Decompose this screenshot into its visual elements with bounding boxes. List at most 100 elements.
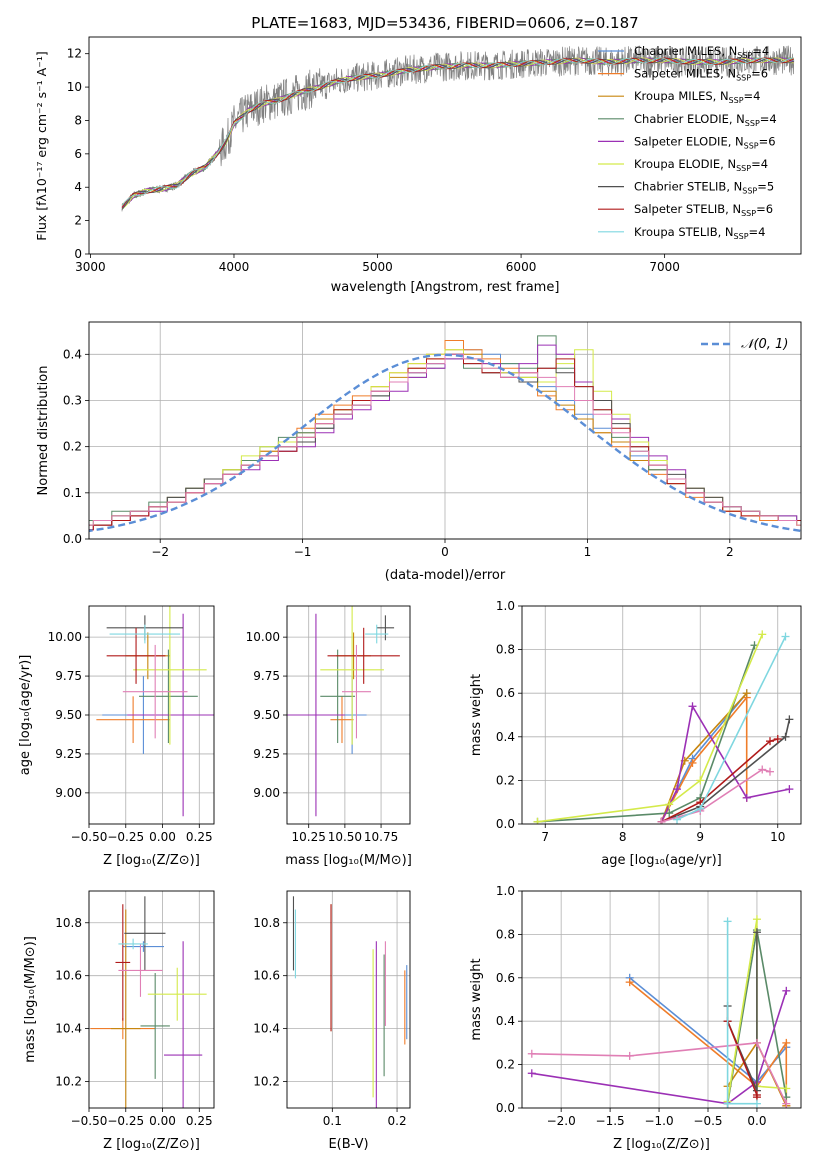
y-tick-label: 9.25 bbox=[55, 747, 82, 761]
x-axis-label: Z [log₁₀(Z/Z⊙)] bbox=[613, 1137, 710, 1152]
error-bar-point bbox=[287, 613, 345, 817]
y-tick-label: 10.8 bbox=[253, 916, 280, 930]
x-tick-label: 7000 bbox=[649, 260, 680, 274]
histogram-series bbox=[89, 353, 801, 526]
x-tick-label: 0.25 bbox=[186, 830, 213, 844]
weight-marker bbox=[758, 765, 767, 774]
y-tick-label: 2 bbox=[74, 214, 82, 228]
y-tick-label: 6 bbox=[74, 147, 82, 161]
x-tick-label: −0.50 bbox=[71, 1114, 108, 1128]
axes-border bbox=[521, 605, 802, 825]
weight-marker bbox=[773, 734, 782, 743]
error-bar-point bbox=[147, 967, 207, 1021]
x-axis-label: Z [log₁₀(Z/Z⊙)] bbox=[103, 1137, 200, 1152]
x-tick-label: 2 bbox=[726, 545, 734, 559]
plot-area bbox=[96, 606, 214, 817]
x-tick-label: 0.2 bbox=[388, 1114, 407, 1128]
error-bar-point bbox=[341, 644, 371, 739]
error-bar-point bbox=[140, 973, 170, 1079]
y-tick-label: 10.4 bbox=[253, 1022, 280, 1036]
error-bar-point bbox=[122, 644, 188, 739]
x-tick-label: 6000 bbox=[506, 260, 537, 274]
weight-series bbox=[629, 981, 788, 1106]
plot-area bbox=[292, 896, 408, 1108]
x-axis-label: Z [log₁₀(Z/Z⊙)] bbox=[103, 853, 200, 868]
y-tick-label: 9.75 bbox=[55, 669, 82, 683]
x-tick-label: −0.25 bbox=[107, 1114, 144, 1128]
y-tick-label: 10.2 bbox=[253, 1075, 280, 1089]
x-tick-label: −0.5 bbox=[693, 1114, 722, 1128]
figure-title: PLATE=1683, MJD=53436, FIBERID=0606, z=0… bbox=[251, 14, 638, 32]
panel-spectrum: 3000 4000 5000 6000 7000 0 2 4 6 8 10 12 wavelength … bbox=[34, 36, 802, 295]
axes-border bbox=[286, 605, 411, 825]
x-tick-label: 1 bbox=[584, 545, 592, 559]
weight-marker bbox=[688, 758, 697, 767]
x-axis-label: age [log₁₀(age/yr)] bbox=[601, 853, 722, 868]
weight-marker bbox=[673, 815, 681, 824]
y-tick-label: 9.00 bbox=[253, 786, 280, 800]
panel-mass-vs-Z: −0.50 −0.25 0.00 0.25 10.2 10.4 10.6 10.8 Z [log… bbox=[23, 890, 215, 1152]
y-tick-label: 4 bbox=[74, 180, 82, 194]
error-bar-point bbox=[96, 696, 170, 744]
weight-marker bbox=[696, 804, 705, 813]
legend-entry: 𝒩(0, 1) bbox=[741, 337, 788, 352]
y-axis-label: Normed distribution bbox=[36, 366, 51, 496]
y-tick-label: 10.2 bbox=[55, 1075, 82, 1089]
x-axis-label: (data-model)/error bbox=[385, 568, 506, 583]
y-tick-label: 0.4 bbox=[63, 347, 82, 361]
y-tick-label: 1.0 bbox=[496, 599, 515, 613]
plot-area bbox=[121, 45, 795, 212]
y-tick-label: 0.0 bbox=[496, 1101, 515, 1115]
x-tick-label: 0.00 bbox=[149, 1114, 176, 1128]
weight-marker bbox=[781, 632, 790, 641]
plot-area bbox=[287, 606, 400, 817]
weight-marker bbox=[782, 1099, 791, 1108]
x-tick-label: 0 bbox=[441, 545, 449, 559]
x-tick-label: 0.1 bbox=[323, 1114, 342, 1128]
weight-marker bbox=[527, 1049, 536, 1058]
x-tick-label: −0.50 bbox=[71, 830, 108, 844]
axes-border bbox=[88, 890, 215, 1109]
y-tick-label: 0.8 bbox=[496, 643, 515, 657]
error-bar-point bbox=[330, 696, 354, 744]
panel-mass-vs-EBV: 0.1 0.2 10.2 10.4 10.6 10.8 E(B-V) bbox=[253, 890, 411, 1152]
x-tick-label: −2.0 bbox=[547, 1114, 576, 1128]
weight-series bbox=[661, 768, 771, 823]
y-tick-label: 10.6 bbox=[55, 969, 82, 983]
x-tick-label: 5000 bbox=[362, 260, 393, 274]
weight-series bbox=[537, 644, 756, 823]
x-axis-label: E(B-V) bbox=[328, 1137, 368, 1152]
panel-weight-vs-age: 7 8 9 10 0.0 0.2 0.4 0.6 0.8 1.0 age [log₁₀(age/yr… bbox=[469, 599, 802, 868]
x-tick-label: 0.00 bbox=[149, 830, 176, 844]
y-tick-label: 0 bbox=[74, 247, 82, 261]
y-tick-label: 9.75 bbox=[253, 669, 280, 683]
y-tick-label: 9.00 bbox=[55, 786, 82, 800]
weight-marker bbox=[758, 630, 767, 639]
x-tick-label: 7 bbox=[541, 830, 549, 844]
data-spectrum bbox=[121, 45, 795, 212]
axes-border bbox=[521, 890, 802, 1109]
x-tick-label: 8 bbox=[619, 830, 627, 844]
y-tick-label: 1.0 bbox=[496, 884, 515, 898]
x-tick-label: 3000 bbox=[75, 260, 106, 274]
y-tick-label: 0.4 bbox=[496, 1014, 515, 1028]
legend-entry: Salpeter MILES, NSSP=6 bbox=[634, 67, 768, 83]
x-tick-label: −0.25 bbox=[107, 830, 144, 844]
weight-marker bbox=[752, 915, 761, 924]
y-tick-label: 9.25 bbox=[253, 747, 280, 761]
weight-marker bbox=[752, 1038, 761, 1047]
y-tick-label: 9.50 bbox=[55, 708, 82, 722]
y-tick-label: 10.00 bbox=[246, 630, 280, 644]
axes-border bbox=[88, 605, 215, 825]
legend-entry: Salpeter ELODIE, NSSP=6 bbox=[634, 134, 776, 150]
weight-marker bbox=[782, 1084, 791, 1093]
weight-series bbox=[537, 633, 764, 823]
x-tick-label: 4000 bbox=[219, 260, 250, 274]
weight-marker bbox=[785, 715, 794, 724]
plot-area bbox=[89, 335, 801, 533]
x-tick-label: −1 bbox=[294, 545, 312, 559]
error-bar-point bbox=[320, 606, 384, 745]
x-tick-label: 10 bbox=[770, 830, 785, 844]
weight-marker bbox=[742, 689, 751, 698]
weight-marker bbox=[782, 1038, 791, 1047]
